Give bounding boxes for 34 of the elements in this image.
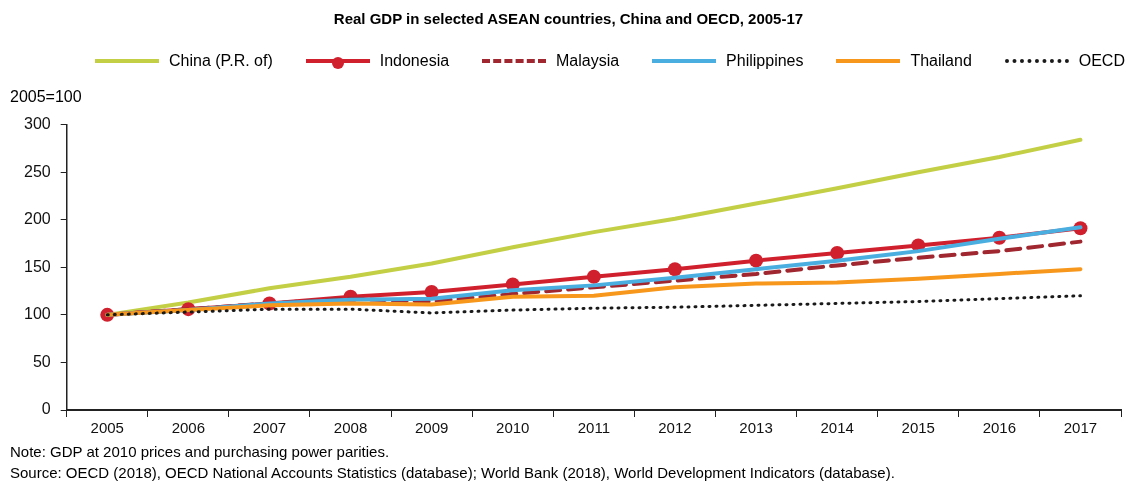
x-tick-label: 2013 bbox=[739, 419, 773, 437]
y-tick-label: 0 bbox=[41, 400, 51, 418]
x-tick-label: 2011 bbox=[577, 419, 610, 437]
y-axis-title: 2005=100 bbox=[10, 88, 82, 106]
x-tick-label: 2017 bbox=[1063, 419, 1098, 437]
y-tick-label: 250 bbox=[23, 162, 51, 180]
x-tick-label: 2008 bbox=[333, 419, 368, 437]
x-tick-label: 2012 bbox=[658, 419, 692, 437]
x-tick-label: 2014 bbox=[820, 419, 854, 437]
legend-label: Philippines bbox=[726, 52, 804, 70]
x-tick-label: 2015 bbox=[901, 419, 935, 437]
legend-label: Malaysia bbox=[556, 52, 620, 70]
point bbox=[667, 262, 682, 277]
y-tick-label: 100 bbox=[23, 305, 51, 323]
point bbox=[749, 253, 764, 268]
legend-label: Thailand bbox=[910, 52, 972, 70]
source-note: Source: OECD (2018), OECD National Accounts Statistics (database); World Bank (2018), World Development Indicators (database). bbox=[10, 463, 895, 483]
x-tick-label: 2016 bbox=[982, 419, 1017, 437]
point bbox=[586, 269, 601, 284]
y-tick-label: 300 bbox=[23, 115, 51, 133]
x-tick-label: 2010 bbox=[496, 419, 530, 437]
text: Note: GDP at 2010 prices and purchasing power parities. bbox=[10, 442, 391, 462]
x-tick-label: 2006 bbox=[171, 419, 206, 437]
x-tick-label: 2005 bbox=[90, 419, 124, 437]
y-tick-label: 200 bbox=[23, 210, 51, 228]
point bbox=[830, 246, 845, 261]
y-tick-label: 50 bbox=[32, 352, 51, 370]
legend-label: OECD bbox=[1078, 52, 1125, 70]
x-tick-label: 2007 bbox=[252, 419, 287, 437]
y-tick-label: 150 bbox=[23, 257, 51, 275]
chart-title: Real GDP in selected ASEAN countries, China and OECD, 2005-17 bbox=[332, 10, 805, 27]
legend-label: China (P.R. of) bbox=[169, 52, 273, 70]
x-tick-label: 2009 bbox=[414, 419, 449, 437]
legend-label: Indonesia bbox=[379, 52, 450, 70]
